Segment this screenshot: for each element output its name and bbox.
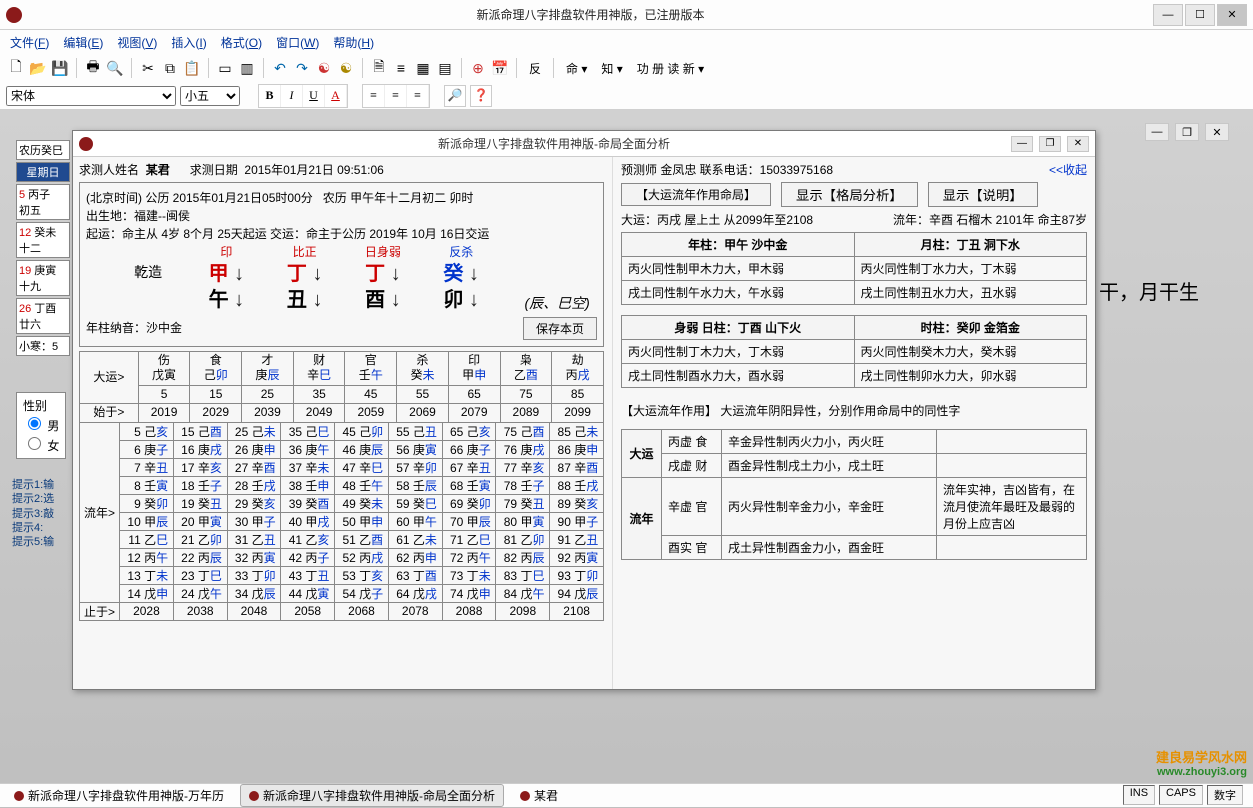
dayun-line: 大运：丙戌 屋上土 从2099年至2108 bbox=[621, 211, 813, 228]
close-button[interactable]: ✕ bbox=[1217, 4, 1247, 26]
menu-item[interactable]: 帮助(H) bbox=[333, 34, 374, 51]
gender-box: 性别 男 女 bbox=[16, 392, 66, 459]
cal-week: 星期日 bbox=[16, 162, 70, 182]
books-button[interactable]: 功 册 读 新 ▾ bbox=[631, 58, 710, 79]
mdi-close-button[interactable]: ✕ bbox=[1205, 123, 1229, 141]
align-center-button[interactable]: ≡ bbox=[385, 85, 407, 107]
taskbar-tab[interactable]: 某君 bbox=[512, 785, 566, 806]
dayun-liunian-effect: 大运丙虚 食辛金异性制丙火力小，丙火旺戌虚 财酉金异性制戌土力小，戌土旺流年辛虚… bbox=[621, 429, 1087, 560]
child-title: 新派命理八字排盘软件用神版-命局全面分析 bbox=[99, 135, 1009, 152]
open-icon[interactable]: 📂 bbox=[28, 58, 48, 78]
fan-button[interactable]: 反 bbox=[523, 58, 547, 79]
dayun-table: 大运>伤戊寅食己卯才庚辰财辛巳官壬午杀癸未印甲申枭乙酉劫丙戌5152535455… bbox=[79, 351, 604, 423]
copy-icon[interactable]: ⧉ bbox=[160, 58, 180, 78]
app-title: 新派命理八字排盘软件用神版，已注册版本 bbox=[30, 6, 1151, 23]
hints: 提示1:输提示2:选提示3:敲提示4:提示5:输 bbox=[12, 478, 54, 549]
child-close-button[interactable]: ✕ bbox=[1067, 136, 1089, 152]
bg-text: 月干，月干生 bbox=[1079, 276, 1199, 305]
gender-male[interactable]: 男 bbox=[23, 419, 59, 433]
taiji2-icon[interactable]: ☯ bbox=[336, 58, 356, 78]
mdi-restore-button[interactable]: ❐ bbox=[1175, 123, 1199, 141]
list-icon[interactable]: ≡ bbox=[391, 58, 411, 78]
minimize-button[interactable]: — bbox=[1153, 4, 1183, 26]
calendar-sidebar: 农历癸巳 星期日 5 丙子初五12 癸未十二19 庚寅十九26 丁酉廿六 小寒：… bbox=[16, 140, 70, 358]
show-help-button[interactable]: 显示【说明】 bbox=[928, 182, 1038, 207]
gender-female[interactable]: 女 bbox=[23, 439, 59, 453]
mdi-controls: — ❐ ✕ bbox=[1143, 123, 1229, 141]
bold-button[interactable]: B bbox=[259, 85, 281, 107]
doc-icon[interactable]: 🗎 bbox=[369, 58, 389, 78]
window-icon[interactable]: ▭ bbox=[215, 58, 235, 78]
cut-icon[interactable]: ✂ bbox=[138, 58, 158, 78]
save-icon[interactable]: 💾 bbox=[50, 58, 70, 78]
date-label: 求测日期 2015年01月21日 09:51:06 bbox=[190, 161, 384, 178]
italic-button[interactable]: I bbox=[281, 85, 303, 107]
statusbar: INSCAPS数字 bbox=[1123, 785, 1243, 805]
taskbar: 新派命理八字排盘软件用神版-万年历新派命理八字排盘软件用神版-命局全面分析某君 bbox=[0, 783, 1253, 807]
align-left-button[interactable]: ≡ bbox=[363, 85, 385, 107]
liunian-table: 流年>5 己亥15 己酉25 己未35 己巳45 己卯55 己丑65 己亥75 … bbox=[79, 422, 604, 621]
cal-row[interactable]: 5 丙子初五 bbox=[16, 184, 70, 220]
cal-header: 农历癸巳 bbox=[16, 140, 70, 160]
analysis-window: 新派命理八字排盘软件用神版-命局全面分析 — ❐ ✕ 求测人姓名 某君 求测日期… bbox=[72, 130, 1096, 690]
toolbar-main: 🗋 📂 💾 🖶 🔍 ✂ ⧉ 📋 ▭ ▥ ↶ ↷ ☯ ☯ 🗎 ≡ ▦ ▤ ⊕ 📅 … bbox=[0, 54, 1253, 82]
cal-row[interactable]: 19 庚寅十九 bbox=[16, 260, 70, 296]
toolbar-format: 宋体 小五 B I U A ≡ ≡ ≡ 🔎 ❓ bbox=[0, 82, 1253, 110]
pillar-analysis-2: 身弱 日柱：丁酉 山下火时柱：癸卯 金箔金 丙火同性制丁木力大，丁木弱丙火同性制… bbox=[621, 315, 1087, 388]
main-titlebar: 新派命理八字排盘软件用神版，已注册版本 — ☐ ✕ bbox=[0, 0, 1253, 30]
col-icon[interactable]: ▤ bbox=[435, 58, 455, 78]
cal-solar: 小寒：5 bbox=[16, 336, 70, 356]
cal-row[interactable]: 12 癸未十二 bbox=[16, 222, 70, 258]
cal-row[interactable]: 26 丁酉廿六 bbox=[16, 298, 70, 334]
gender-label: 性别 bbox=[23, 397, 59, 414]
taskbar-tab[interactable]: 新派命理八字排盘软件用神版-万年历 bbox=[6, 785, 232, 806]
grid2-icon[interactable]: ▦ bbox=[413, 58, 433, 78]
font-name-select[interactable]: 宋体 bbox=[6, 86, 176, 106]
info-block: (北京时间) 公历 2015年01月21日05时00分 农历 甲午年十二月初二 … bbox=[79, 182, 604, 347]
new-icon[interactable]: 🗋 bbox=[6, 58, 26, 78]
section-title-button[interactable]: 【大运流年作用命局】 bbox=[621, 183, 771, 206]
underline-button[interactable]: U bbox=[303, 85, 325, 107]
menu-item[interactable]: 插入(I) bbox=[171, 34, 206, 51]
menubar[interactable]: 文件(F) 编辑(E) 视图(V) 插入(I) 格式(O) 窗口(W) 帮助(H) bbox=[0, 30, 1253, 54]
menu-item[interactable]: 视图(V) bbox=[117, 34, 157, 51]
windows-icon[interactable]: ▥ bbox=[237, 58, 257, 78]
maximize-button[interactable]: ☐ bbox=[1185, 4, 1215, 26]
pillar-analysis-1: 年柱：甲午 沙中金月柱：丁丑 洞下水 丙火同性制甲木力大，甲木弱丙火同性制丁水力… bbox=[621, 232, 1087, 305]
align-right-button[interactable]: ≡ bbox=[407, 85, 429, 107]
menu-item[interactable]: 文件(F) bbox=[10, 34, 49, 51]
child-min-button[interactable]: — bbox=[1011, 136, 1033, 152]
zhi-button[interactable]: 知 ▾ bbox=[595, 58, 628, 79]
nayin-text: 年柱纳音：沙中金 bbox=[86, 319, 182, 337]
preview-icon[interactable]: 🔍 bbox=[105, 58, 125, 78]
redo-icon[interactable]: ↷ bbox=[292, 58, 312, 78]
find-button[interactable]: 🔎 bbox=[444, 85, 466, 107]
child-max-button[interactable]: ❐ bbox=[1039, 136, 1061, 152]
section2-title: 【大运流年作用】 大运流年阴阳异性，分别作用命局中的同性字 bbox=[621, 402, 1087, 419]
menu-item[interactable]: 窗口(W) bbox=[276, 34, 319, 51]
menu-item[interactable]: 编辑(E) bbox=[63, 34, 103, 51]
print-icon[interactable]: 🖶 bbox=[83, 58, 103, 78]
menu-item[interactable]: 格式(O) bbox=[221, 34, 262, 51]
taiji1-icon[interactable]: ☯ bbox=[314, 58, 334, 78]
font-color-button[interactable]: A bbox=[325, 85, 347, 107]
watermark: 建良易学风水网 www.zhouyi3.org bbox=[1156, 747, 1247, 778]
font-size-select[interactable]: 小五 bbox=[180, 86, 240, 106]
undo-icon[interactable]: ↶ bbox=[270, 58, 290, 78]
paste-icon[interactable]: 📋 bbox=[182, 58, 202, 78]
predictor-text: 预测师 金凤忠 联系电话：15033975168 bbox=[621, 161, 833, 178]
mdi-min-button[interactable]: — bbox=[1145, 123, 1169, 141]
ming-button[interactable]: 命 ▾ bbox=[560, 58, 593, 79]
collapse-link[interactable]: <<收起 bbox=[1049, 161, 1087, 178]
name-label: 求测人姓名 某君 bbox=[79, 161, 170, 178]
taskbar-tab[interactable]: 新派命理八字排盘软件用神版-命局全面分析 bbox=[240, 784, 504, 807]
child-logo-icon bbox=[79, 137, 93, 151]
clock-icon[interactable]: ⊕ bbox=[468, 58, 488, 78]
app-logo-icon bbox=[6, 7, 22, 23]
save-page-button[interactable]: 保存本页 bbox=[523, 317, 597, 340]
help-button[interactable]: ❓ bbox=[470, 85, 492, 107]
show-geju-button[interactable]: 显示【格局分析】 bbox=[781, 182, 918, 207]
liunian-line: 流年：辛酉 石榴木 2101年 命主87岁 bbox=[893, 211, 1087, 228]
cal-icon[interactable]: 📅 bbox=[490, 58, 510, 78]
